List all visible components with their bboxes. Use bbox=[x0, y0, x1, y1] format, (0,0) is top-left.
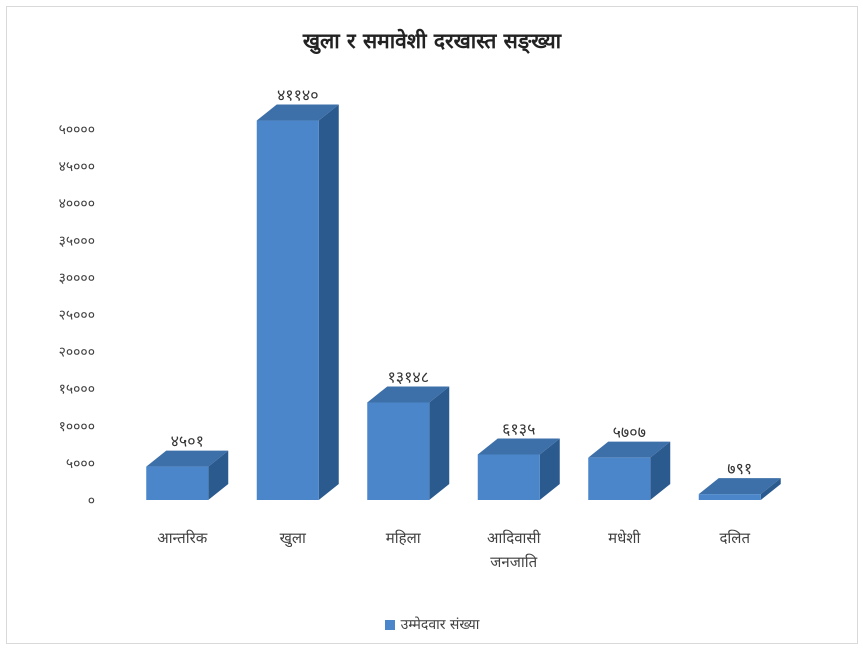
category-label: जनजाति bbox=[490, 553, 537, 571]
bar-front bbox=[588, 457, 651, 500]
data-label: ६१३५ bbox=[502, 419, 535, 438]
y-tick-label: १५००० bbox=[59, 382, 95, 398]
legend: उम्मेदवार संख्या bbox=[7, 615, 857, 634]
y-tick-label: ४०००० bbox=[59, 196, 95, 212]
bar-front bbox=[367, 402, 430, 500]
category-label: महिला bbox=[386, 529, 422, 547]
bar-plot: ० ५००० १०००० १५००० २०००० २५००० ३०००० ३५००० ४००००… bbox=[59, 86, 781, 571]
y-tick-label: ३०००० bbox=[59, 270, 95, 286]
y-tick-label: ५०००० bbox=[59, 122, 95, 138]
y-tick-label: ३५००० bbox=[59, 233, 95, 249]
bar bbox=[256, 104, 339, 500]
y-tick-label: ५००० bbox=[66, 456, 95, 472]
y-tick-label: १०००० bbox=[59, 419, 95, 435]
x-axis: आन्तरिक खुला महिला आदिवासी जनजाति मधेशी दलित bbox=[157, 529, 750, 571]
bar-side bbox=[760, 478, 781, 500]
category-label: आदिवासी bbox=[487, 529, 542, 547]
y-tick-label: ० bbox=[88, 493, 95, 509]
legend-swatch bbox=[384, 619, 395, 630]
data-labels: ४५०१ ४११४० १३१४८ ६१३५ ५७०७ ७९१ bbox=[171, 86, 753, 479]
y-axis: ० ५००० १०००० १५००० २०००० २५००० ३०००० ३५००० ४००००… bbox=[59, 122, 95, 509]
data-label: ५७०७ bbox=[613, 423, 646, 442]
category-label: आन्तरिक bbox=[157, 529, 208, 547]
category-label: मधेशी bbox=[608, 529, 641, 547]
legend-label: उम्मेदवार संख्या bbox=[400, 617, 480, 633]
bar bbox=[477, 438, 560, 500]
bar-top bbox=[588, 441, 671, 458]
chart-frame: खुला र समावेशी दरखास्त सङ्ख्या ० ५००० १०००… bbox=[6, 6, 858, 644]
bar-side bbox=[539, 438, 560, 500]
bars bbox=[146, 104, 781, 500]
bar-top bbox=[698, 478, 781, 495]
bar bbox=[588, 441, 671, 500]
bar-front bbox=[477, 454, 540, 500]
bar bbox=[146, 450, 229, 500]
bar-side bbox=[429, 386, 450, 500]
chart-title: खुला र समावेशी दरखास्त सङ्ख्या bbox=[302, 29, 562, 53]
y-tick-label: २०००० bbox=[59, 345, 95, 361]
bar-side bbox=[318, 104, 339, 500]
data-label: ४११४० bbox=[277, 86, 319, 105]
bar-top bbox=[367, 386, 450, 403]
bar-front bbox=[256, 120, 319, 500]
y-tick-label: ४५००० bbox=[59, 159, 95, 175]
bar bbox=[698, 478, 781, 500]
data-label: ४५०१ bbox=[171, 432, 204, 451]
bar-front bbox=[146, 466, 209, 500]
bar-top bbox=[146, 450, 229, 467]
bar-top bbox=[256, 104, 339, 121]
data-label: १३१४८ bbox=[387, 367, 429, 386]
data-label: ७९१ bbox=[727, 459, 752, 478]
bar-side bbox=[208, 450, 229, 500]
bar-side bbox=[650, 441, 671, 500]
bar-front bbox=[698, 494, 761, 500]
category-label: खुला bbox=[280, 529, 307, 548]
bar bbox=[367, 386, 450, 500]
bar-top bbox=[477, 438, 560, 455]
y-tick-label: २५००० bbox=[59, 308, 95, 324]
category-label: दलित bbox=[719, 529, 750, 547]
